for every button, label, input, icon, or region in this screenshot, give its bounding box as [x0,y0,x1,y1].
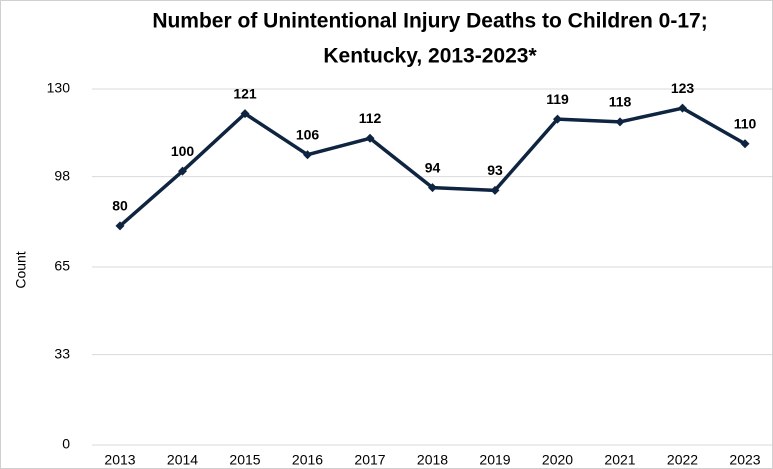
x-tick-label: 2017 [354,452,385,468]
data-point [490,185,500,195]
data-point [303,150,312,160]
data-point [553,114,562,124]
y-axis-label: Count [13,251,29,288]
data-label: 119 [546,91,569,107]
x-tick-label: 2016 [292,452,323,468]
x-tick-label: 2015 [229,452,260,468]
data-point [740,139,750,149]
data-label: 121 [233,85,257,101]
data-label: 106 [296,126,320,142]
data-label: 94 [425,159,441,175]
data-label: 93 [487,162,503,178]
data-label: 112 [359,110,382,126]
data-label: 123 [671,80,695,96]
x-tick-label: 2014 [167,452,198,468]
data-point [678,103,687,113]
data-point [115,221,125,231]
data-point [428,183,437,193]
chart-title: Kentucky, 2013-2023* [323,45,537,68]
y-tick-label: 0 [62,436,70,452]
data-label: 110 [734,115,757,131]
data-label: 80 [112,198,128,214]
y-tick-label: 65 [54,258,70,274]
x-tick-label: 2022 [667,452,698,468]
y-tick-label: 130 [47,80,71,96]
data-label: 118 [609,94,632,110]
data-label: 100 [171,143,195,159]
data-point [365,133,375,143]
data-point [615,117,625,127]
x-tick-label: 2023 [729,452,760,468]
x-tick-label: 2019 [479,452,510,468]
data-point [240,109,250,119]
x-tick-label: 2020 [542,452,573,468]
data-point [178,166,187,176]
x-tick-label: 2018 [417,452,448,468]
y-tick-label: 98 [54,167,70,183]
y-tick-label: 33 [54,345,70,361]
x-tick-label: 2021 [604,452,635,468]
chart-title: Number of Unintentional Injury Deaths to… [152,10,707,33]
x-tick-label: 2013 [104,452,135,468]
